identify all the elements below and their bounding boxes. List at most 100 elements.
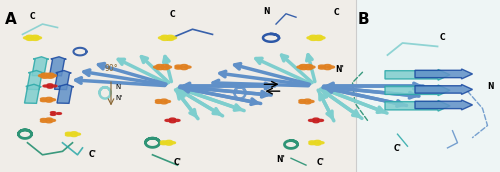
FancyArrow shape (385, 69, 450, 80)
FancyArrow shape (415, 100, 472, 110)
Circle shape (46, 121, 52, 123)
Circle shape (313, 121, 319, 123)
FancyArrow shape (24, 84, 42, 103)
Circle shape (308, 119, 314, 121)
Circle shape (26, 35, 34, 38)
Circle shape (41, 76, 48, 78)
Circle shape (170, 121, 175, 123)
Circle shape (162, 67, 169, 70)
Text: A: A (5, 12, 17, 27)
Circle shape (161, 35, 168, 38)
Circle shape (156, 64, 164, 67)
Circle shape (164, 66, 172, 68)
Circle shape (300, 64, 307, 67)
FancyArrow shape (50, 57, 66, 76)
Circle shape (318, 67, 326, 69)
Circle shape (170, 118, 175, 120)
Circle shape (318, 142, 324, 144)
Circle shape (38, 74, 46, 77)
Text: C: C (440, 33, 446, 42)
Circle shape (71, 132, 77, 134)
Circle shape (40, 98, 47, 100)
Circle shape (156, 67, 164, 70)
Circle shape (174, 119, 180, 121)
Text: 90°: 90° (104, 64, 118, 73)
Circle shape (162, 64, 169, 67)
Circle shape (313, 118, 319, 120)
Circle shape (170, 37, 176, 39)
Circle shape (175, 67, 182, 69)
Circle shape (160, 141, 167, 143)
Circle shape (32, 38, 39, 40)
Circle shape (166, 140, 172, 143)
Text: C: C (170, 10, 175, 19)
Text: N': N' (115, 95, 122, 101)
Text: N': N' (276, 155, 285, 164)
Circle shape (160, 142, 167, 145)
Circle shape (300, 67, 307, 70)
Circle shape (66, 132, 72, 135)
Circle shape (315, 38, 322, 40)
Circle shape (161, 102, 167, 104)
Circle shape (305, 64, 312, 67)
FancyArrow shape (415, 69, 472, 79)
Circle shape (305, 67, 312, 70)
Circle shape (304, 102, 310, 104)
Circle shape (324, 64, 331, 67)
Circle shape (324, 67, 331, 70)
Circle shape (40, 99, 47, 102)
FancyArrow shape (57, 84, 74, 103)
Circle shape (180, 67, 188, 70)
Circle shape (310, 35, 317, 38)
Circle shape (43, 85, 49, 87)
Circle shape (308, 66, 315, 68)
FancyArrow shape (32, 57, 49, 76)
Circle shape (154, 66, 160, 68)
FancyArrow shape (54, 71, 72, 90)
Circle shape (26, 38, 34, 40)
Circle shape (46, 100, 52, 102)
Circle shape (165, 119, 171, 121)
Circle shape (166, 143, 172, 145)
Circle shape (49, 99, 56, 101)
Circle shape (158, 37, 166, 39)
Circle shape (169, 142, 175, 144)
Text: C: C (30, 12, 36, 21)
Circle shape (46, 118, 52, 120)
Circle shape (299, 101, 306, 103)
Circle shape (47, 86, 53, 88)
Text: B: B (358, 12, 369, 27)
FancyArrow shape (385, 85, 450, 96)
Circle shape (46, 97, 52, 100)
Circle shape (328, 66, 334, 68)
Circle shape (66, 134, 72, 136)
Circle shape (309, 141, 316, 143)
Circle shape (40, 120, 47, 122)
Circle shape (56, 113, 62, 114)
Circle shape (299, 100, 306, 102)
Circle shape (34, 37, 42, 39)
FancyBboxPatch shape (356, 0, 500, 172)
Circle shape (71, 134, 77, 137)
Circle shape (309, 142, 316, 145)
FancyBboxPatch shape (0, 0, 356, 172)
Circle shape (308, 100, 314, 103)
Circle shape (74, 133, 80, 135)
Circle shape (24, 37, 30, 39)
Circle shape (297, 66, 304, 68)
Text: N: N (115, 84, 120, 90)
Circle shape (180, 64, 188, 67)
Circle shape (50, 114, 56, 115)
Circle shape (49, 119, 56, 121)
Text: C': C' (317, 158, 325, 167)
Circle shape (40, 119, 47, 121)
Circle shape (166, 35, 174, 38)
Text: C': C' (394, 144, 402, 153)
Circle shape (304, 99, 310, 101)
Circle shape (156, 100, 162, 102)
Circle shape (314, 143, 320, 145)
Text: C': C' (174, 158, 182, 167)
Circle shape (184, 66, 191, 68)
Circle shape (315, 35, 322, 38)
Circle shape (50, 74, 56, 77)
